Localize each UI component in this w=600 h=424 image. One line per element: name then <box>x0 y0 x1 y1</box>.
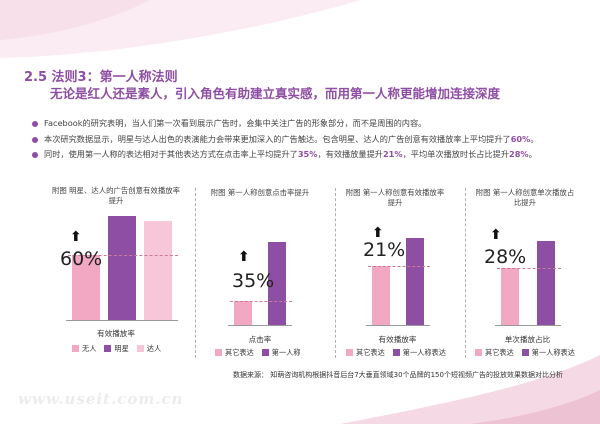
chart-reference-line <box>230 301 292 303</box>
legend-label: 无人 <box>82 344 97 353</box>
chart-bar <box>500 268 519 325</box>
legend-label: 达人 <box>146 344 162 353</box>
legend-item: 达人 <box>136 344 162 353</box>
chart-reference-line <box>367 265 430 267</box>
chart-baseline <box>66 320 178 321</box>
bullet-text-mid: ，有效播放量提升 <box>317 149 383 159</box>
legend-item: 其它表达 <box>215 348 254 357</box>
legend-item: 第一人称 <box>261 348 301 357</box>
chart-legend: 其它表达 第一人称 <box>215 348 309 358</box>
chart-increase-label: 35% <box>232 270 275 292</box>
bullet-highlight: 21% <box>382 149 403 159</box>
legend-item: 其它表达 <box>475 348 514 357</box>
bullet-highlight: 28% <box>509 149 529 159</box>
chart-divider <box>335 188 336 358</box>
legend-item: 明星 <box>104 344 129 353</box>
chart-bar <box>405 238 424 325</box>
legend-label: 明星 <box>114 344 129 353</box>
legend-item: 第一人称表达 <box>521 348 575 357</box>
chart-bar <box>536 241 555 325</box>
watermark: www.useit.com.cn <box>18 390 184 408</box>
up-arrow-icon: ⬆ <box>70 229 82 245</box>
bullet-item: 同时，使用第一人称的表达相对于其他表达方式在点击率上平均提升了35%，有效播放量… <box>30 148 585 162</box>
chart-increase-label: 21% <box>363 239 406 261</box>
legend-label: 第一人称 <box>271 348 301 357</box>
chart-x-label: 有效播放率 <box>97 329 135 338</box>
bullet-dot-icon <box>32 121 38 127</box>
data-source-note: 数据来源： 知萌咨询机构根据抖音后台7大垂直领域30个品牌的150个短视频广告的… <box>233 371 563 379</box>
legend-item: 第一人称表达 <box>392 348 446 357</box>
chart-increase-label: 28% <box>484 246 527 268</box>
bullet-text: 本次研究数据显示，明星与达人出色的表演能力会带来更加深入的广告触达。包含明星、达… <box>44 133 511 144</box>
legend-label: 第一人称表达 <box>531 348 575 357</box>
up-arrow-icon: ⬆ <box>490 227 502 243</box>
legend-swatch <box>392 349 400 356</box>
chart-title: 附图 第一人称创意有效播放率提升 <box>345 188 445 207</box>
legend-swatch <box>475 349 482 356</box>
chart-bar <box>144 220 172 320</box>
chart-x-label: 有效播放率 <box>378 335 417 344</box>
bullet-text: Facebook的研究表明，当人们第一次看到展示广告时，会集中关注广告的形象部分… <box>44 118 427 128</box>
bullet-item: 本次研究数据显示，明星与达人出色的表演能力会带来更加深入的广告触达。包含明星、达… <box>30 133 585 147</box>
chart-baseline <box>494 325 561 326</box>
bullet-dot-icon <box>32 136 38 143</box>
legend-label: 第一人称表达 <box>402 348 446 357</box>
chart-bar <box>268 241 286 325</box>
bullet-text-tail: 。 <box>530 133 539 144</box>
chart-divider <box>465 188 466 358</box>
page-subheading: 无论是红人还是素人，引入角色有助建立真实感，而用第一人称更能增加连接深度 <box>50 86 501 101</box>
chart-title: 附图 明星、达人的广告创意有效播放率提升 <box>52 186 180 205</box>
bullet-highlight: 60% <box>510 133 531 144</box>
bullet-item: Facebook的研究表明，当人们第一次看到展示广告时，会集中关注广告的形象部分… <box>30 117 585 131</box>
chart-baseline <box>228 325 292 326</box>
legend-swatch <box>215 349 222 356</box>
chart-bar <box>108 216 136 320</box>
chart-x-label: 单次播放占比 <box>504 335 551 344</box>
chart-reference-line <box>68 255 178 257</box>
up-arrow-icon: ⬆ <box>372 225 384 241</box>
bullet-list: Facebook的研究表明，当人们第一次看到展示广告时，会集中关注广告的形象部分… <box>30 117 585 164</box>
chart-x-label: 点击率 <box>248 335 272 344</box>
chart-baseline <box>365 325 430 326</box>
up-arrow-icon: ⬆ <box>238 249 250 265</box>
legend-swatch <box>104 345 112 352</box>
legend-swatch <box>346 349 353 356</box>
bullet-text-tail: 。 <box>528 149 537 159</box>
chart-legend: 无人 明星 达人 <box>72 344 169 354</box>
chart-reference-line <box>496 268 561 269</box>
page-heading: 2.5 法则3：第一人称法则 <box>24 70 178 85</box>
legend-label: 其它表达 <box>356 348 385 357</box>
bullet-dot-icon <box>32 152 38 158</box>
legend-swatch <box>136 345 144 352</box>
chart-bar <box>371 265 390 325</box>
chart-legend: 其它表达 第一人称表达 <box>475 348 583 358</box>
chart-increase-label: 60% <box>60 248 103 270</box>
legend-swatch <box>72 345 79 352</box>
chart-bar <box>72 255 100 320</box>
chart-divider <box>195 188 196 358</box>
chart-title: 附图 第一人称创意点击率提升 <box>210 188 310 197</box>
chart-bar <box>234 301 252 325</box>
bullet-text-mid: ，平均单次播放时长占比提升 <box>402 149 510 159</box>
legend-swatch <box>521 349 529 356</box>
chart-title: 附图 第一人称创意单次播放占比提升 <box>475 188 575 207</box>
legend-item: 其它表达 <box>346 348 385 357</box>
legend-label: 其它表达 <box>485 348 514 357</box>
bullet-text: 同时，使用第一人称的表达相对于其他表达方式在点击率上平均提升了 <box>44 149 298 159</box>
legend-item: 无人 <box>72 344 96 353</box>
legend-swatch <box>261 349 269 356</box>
bullet-highlight: 35% <box>297 149 318 159</box>
legend-label: 其它表达 <box>225 348 254 357</box>
chart-legend: 其它表达 第一人称表达 <box>346 348 454 358</box>
